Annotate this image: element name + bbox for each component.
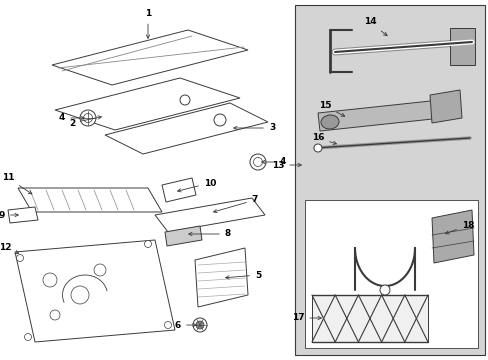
Polygon shape bbox=[15, 240, 175, 342]
Polygon shape bbox=[429, 90, 461, 123]
Circle shape bbox=[71, 286, 89, 304]
Circle shape bbox=[24, 333, 31, 341]
Text: 9: 9 bbox=[0, 211, 18, 220]
Circle shape bbox=[43, 273, 57, 287]
Text: 8: 8 bbox=[188, 230, 231, 238]
Text: 17: 17 bbox=[291, 314, 321, 323]
Text: 1: 1 bbox=[144, 9, 151, 38]
Circle shape bbox=[180, 95, 190, 105]
Text: 4: 4 bbox=[261, 158, 285, 166]
Text: 3: 3 bbox=[233, 123, 275, 132]
Polygon shape bbox=[155, 198, 264, 232]
Circle shape bbox=[50, 310, 60, 320]
Circle shape bbox=[94, 264, 106, 276]
Circle shape bbox=[80, 110, 96, 126]
Text: 2: 2 bbox=[69, 116, 101, 127]
Text: 6: 6 bbox=[175, 320, 196, 329]
Circle shape bbox=[193, 318, 206, 332]
Circle shape bbox=[17, 255, 23, 261]
Ellipse shape bbox=[320, 115, 338, 129]
Text: 11: 11 bbox=[2, 174, 32, 194]
Polygon shape bbox=[431, 210, 473, 263]
Text: 12: 12 bbox=[0, 243, 19, 253]
Polygon shape bbox=[195, 248, 247, 307]
Text: 16: 16 bbox=[311, 134, 336, 144]
Text: 7: 7 bbox=[213, 195, 258, 213]
Polygon shape bbox=[162, 178, 196, 202]
Polygon shape bbox=[164, 226, 202, 246]
Circle shape bbox=[164, 321, 171, 328]
Circle shape bbox=[253, 158, 262, 166]
Polygon shape bbox=[294, 5, 484, 355]
Polygon shape bbox=[8, 207, 38, 223]
Text: 10: 10 bbox=[177, 179, 216, 192]
Text: 13: 13 bbox=[271, 161, 301, 170]
Polygon shape bbox=[18, 188, 162, 212]
Polygon shape bbox=[449, 28, 474, 65]
Circle shape bbox=[249, 154, 265, 170]
Circle shape bbox=[313, 144, 321, 152]
Text: 14: 14 bbox=[363, 18, 386, 36]
Circle shape bbox=[196, 321, 203, 329]
Circle shape bbox=[379, 285, 389, 295]
Circle shape bbox=[144, 240, 151, 248]
Circle shape bbox=[83, 113, 92, 122]
Text: 15: 15 bbox=[318, 102, 344, 116]
Polygon shape bbox=[317, 100, 441, 131]
Polygon shape bbox=[52, 30, 247, 85]
Text: 18: 18 bbox=[445, 220, 473, 234]
Polygon shape bbox=[311, 295, 427, 342]
Polygon shape bbox=[55, 78, 240, 130]
Text: 5: 5 bbox=[225, 270, 261, 279]
Circle shape bbox=[214, 114, 225, 126]
Polygon shape bbox=[105, 103, 267, 154]
Polygon shape bbox=[305, 200, 477, 348]
Text: 4: 4 bbox=[59, 113, 84, 122]
